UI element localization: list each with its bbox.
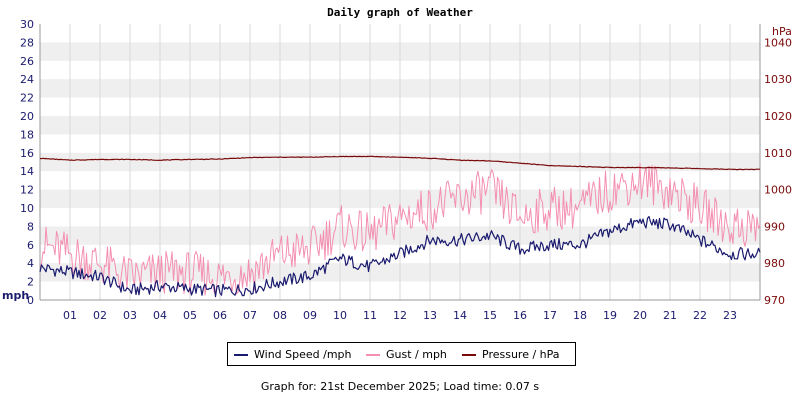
x-tick-label: 03 — [123, 309, 137, 322]
y-left-tick-label: 20 — [20, 110, 34, 123]
y-left-tick-label: 8 — [27, 220, 34, 233]
y-right-tick-label: 1010 — [764, 147, 792, 160]
chart-title: Daily graph of Weather — [327, 6, 473, 19]
x-tick-label: 20 — [633, 309, 647, 322]
x-tick-label: 01 — [63, 309, 77, 322]
y-left-tick-label: 14 — [20, 165, 34, 178]
y-right-tick-label: 1030 — [764, 73, 792, 86]
y-left-tick-label: 6 — [27, 239, 34, 252]
chart-legend: Wind Speed /mph Gust / mph Pressure / hP… — [227, 342, 576, 366]
x-tick-label: 12 — [393, 309, 407, 322]
y-left-tick-label: 18 — [20, 128, 34, 141]
y-right-tick-label: 1020 — [764, 110, 792, 123]
x-tick-label: 21 — [663, 309, 677, 322]
x-tick-label: 17 — [543, 309, 557, 322]
x-tick-label: 07 — [243, 309, 257, 322]
x-tick-label: 09 — [303, 309, 317, 322]
x-tick-label: 04 — [153, 309, 167, 322]
x-tick-label: 19 — [603, 309, 617, 322]
x-tick-label: 05 — [183, 309, 197, 322]
y-left-tick-label: 28 — [20, 36, 34, 49]
x-tick-label: 10 — [333, 309, 347, 322]
y-left-tick-label: 30 — [20, 18, 34, 31]
y-left-tick-label: 16 — [20, 147, 34, 160]
legend-item-gust: Gust / mph — [366, 348, 447, 361]
legend-swatch-pressure — [462, 353, 476, 356]
x-tick-label: 15 — [483, 309, 497, 322]
y-left-tick-label: 26 — [20, 55, 34, 68]
y-right-tick-label: 970 — [764, 294, 785, 307]
y-right-tick-label: 1040 — [764, 36, 792, 49]
x-tick-label: 18 — [573, 309, 587, 322]
x-tick-label: 13 — [423, 309, 437, 322]
y-left-tick-label: 10 — [20, 202, 34, 215]
x-tick-label: 23 — [723, 309, 737, 322]
legend-label-gust: Gust / mph — [386, 348, 447, 361]
y-left-tick-label: 12 — [20, 184, 34, 197]
x-tick-label: 08 — [273, 309, 287, 322]
series-line-pressure — [39, 155, 760, 171]
x-tick-label: 06 — [213, 309, 227, 322]
legend-item-wind: Wind Speed /mph — [234, 348, 352, 361]
y-right-tick-label: 990 — [764, 220, 785, 233]
series-line-gust — [39, 162, 761, 296]
y-left-axis-label: mph — [2, 289, 29, 302]
y-left-tick-label: 4 — [27, 257, 34, 270]
footer-status: Graph for: 21st December 2025; Load time… — [260, 380, 540, 393]
legend-swatch-wind — [234, 353, 248, 356]
legend-label-wind: Wind Speed /mph — [254, 348, 352, 361]
x-tick-label: 16 — [513, 309, 527, 322]
y-left-tick-label: 24 — [20, 73, 34, 86]
x-tick-label: 11 — [363, 309, 377, 322]
y-left-tick-label: 0 — [27, 294, 34, 307]
legend-item-pressure: Pressure / hPa — [462, 348, 560, 361]
series-line-wind-speed — [39, 215, 761, 298]
y-right-tick-label: 980 — [764, 257, 785, 270]
y-right-axis-label: hPa — [772, 25, 792, 38]
y-left-tick-label: 22 — [20, 92, 34, 105]
x-tick-label: 02 — [93, 309, 107, 322]
x-tick-label: 22 — [693, 309, 707, 322]
y-left-tick-label: 2 — [27, 276, 34, 289]
x-tick-label: 14 — [453, 309, 467, 322]
legend-label-pressure: Pressure / hPa — [482, 348, 560, 361]
legend-swatch-gust — [366, 353, 380, 356]
y-right-tick-label: 1000 — [764, 184, 792, 197]
